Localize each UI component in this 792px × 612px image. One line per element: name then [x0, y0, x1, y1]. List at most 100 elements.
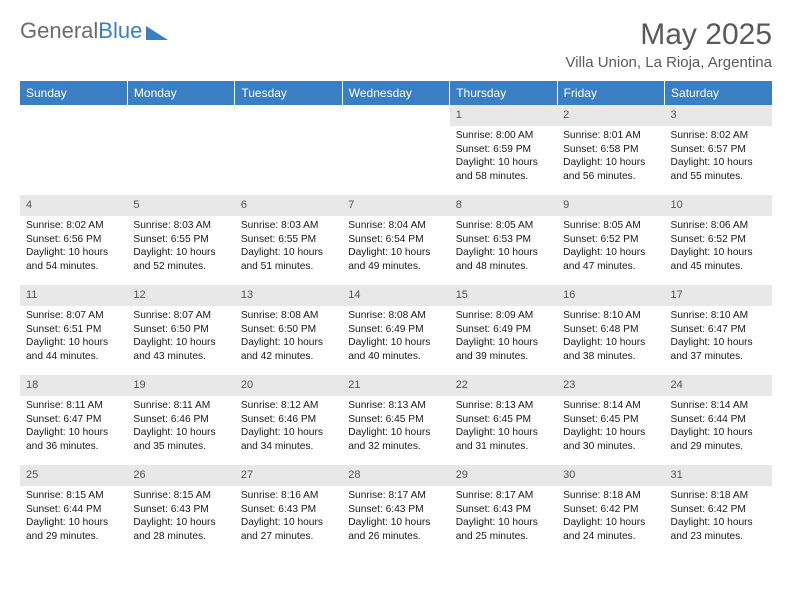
- weekday-header: Tuesday: [235, 81, 342, 105]
- day-content: Sunrise: 8:06 AMSunset: 6:52 PMDaylight:…: [665, 216, 772, 280]
- calendar-cell: 4Sunrise: 8:02 AMSunset: 6:56 PMDaylight…: [20, 195, 127, 285]
- day-content: Sunrise: 8:17 AMSunset: 6:43 PMDaylight:…: [342, 486, 449, 550]
- daylight-line: Daylight: 10 hours and 47 minutes.: [563, 246, 658, 274]
- daylight-line: Daylight: 10 hours and 24 minutes.: [563, 516, 658, 544]
- day-content: Sunrise: 8:09 AMSunset: 6:49 PMDaylight:…: [450, 306, 557, 370]
- daylight-line: Daylight: 10 hours and 39 minutes.: [456, 336, 551, 364]
- sunrise-line: Sunrise: 8:07 AM: [26, 309, 121, 323]
- day-content: Sunrise: 8:12 AMSunset: 6:46 PMDaylight:…: [235, 396, 342, 460]
- day-number: 6: [235, 195, 342, 216]
- title-block: May 2025 Villa Union, La Rioja, Argentin…: [565, 18, 772, 71]
- sunset-line: Sunset: 6:48 PM: [563, 323, 658, 337]
- sunrise-line: Sunrise: 8:07 AM: [133, 309, 228, 323]
- daylight-line: Daylight: 10 hours and 51 minutes.: [241, 246, 336, 274]
- daylight-line: Daylight: 10 hours and 42 minutes.: [241, 336, 336, 364]
- sunset-line: Sunset: 6:46 PM: [241, 413, 336, 427]
- daylight-line: Daylight: 10 hours and 56 minutes.: [563, 156, 658, 184]
- calendar-cell: 28Sunrise: 8:17 AMSunset: 6:43 PMDayligh…: [342, 465, 449, 555]
- day-content: Sunrise: 8:05 AMSunset: 6:52 PMDaylight:…: [557, 216, 664, 280]
- sunrise-line: Sunrise: 8:08 AM: [348, 309, 443, 323]
- calendar-row: 11Sunrise: 8:07 AMSunset: 6:51 PMDayligh…: [20, 285, 772, 375]
- day-content: Sunrise: 8:05 AMSunset: 6:53 PMDaylight:…: [450, 216, 557, 280]
- sunrise-line: Sunrise: 8:05 AM: [456, 219, 551, 233]
- calendar-cell: 27Sunrise: 8:16 AMSunset: 6:43 PMDayligh…: [235, 465, 342, 555]
- sunrise-line: Sunrise: 8:06 AM: [671, 219, 766, 233]
- daylight-line: Daylight: 10 hours and 43 minutes.: [133, 336, 228, 364]
- calendar-cell: 7Sunrise: 8:04 AMSunset: 6:54 PMDaylight…: [342, 195, 449, 285]
- sunrise-line: Sunrise: 8:00 AM: [456, 129, 551, 143]
- day-content: Sunrise: 8:18 AMSunset: 6:42 PMDaylight:…: [557, 486, 664, 550]
- day-number: 23: [557, 375, 664, 396]
- day-number: 2: [557, 105, 664, 126]
- daylight-line: Daylight: 10 hours and 28 minutes.: [133, 516, 228, 544]
- daylight-line: Daylight: 10 hours and 29 minutes.: [671, 426, 766, 454]
- day-content: Sunrise: 8:03 AMSunset: 6:55 PMDaylight:…: [235, 216, 342, 280]
- sunset-line: Sunset: 6:59 PM: [456, 143, 551, 157]
- day-number: 21: [342, 375, 449, 396]
- sunrise-line: Sunrise: 8:11 AM: [133, 399, 228, 413]
- sunrise-line: Sunrise: 8:15 AM: [26, 489, 121, 503]
- day-content: Sunrise: 8:07 AMSunset: 6:50 PMDaylight:…: [127, 306, 234, 370]
- sunset-line: Sunset: 6:52 PM: [671, 233, 766, 247]
- calendar-cell: 1Sunrise: 8:00 AMSunset: 6:59 PMDaylight…: [450, 105, 557, 195]
- day-number: 15: [450, 285, 557, 306]
- day-content: Sunrise: 8:14 AMSunset: 6:44 PMDaylight:…: [665, 396, 772, 460]
- sunset-line: Sunset: 6:52 PM: [563, 233, 658, 247]
- day-content: Sunrise: 8:02 AMSunset: 6:57 PMDaylight:…: [665, 126, 772, 190]
- weekday-header: Wednesday: [342, 81, 449, 105]
- daylight-line: Daylight: 10 hours and 30 minutes.: [563, 426, 658, 454]
- sunset-line: Sunset: 6:50 PM: [133, 323, 228, 337]
- day-number: 22: [450, 375, 557, 396]
- daylight-line: Daylight: 10 hours and 36 minutes.: [26, 426, 121, 454]
- sunrise-line: Sunrise: 8:17 AM: [456, 489, 551, 503]
- calendar-cell: 17Sunrise: 8:10 AMSunset: 6:47 PMDayligh…: [665, 285, 772, 375]
- daylight-line: Daylight: 10 hours and 31 minutes.: [456, 426, 551, 454]
- day-content: Sunrise: 8:13 AMSunset: 6:45 PMDaylight:…: [342, 396, 449, 460]
- sunrise-line: Sunrise: 8:17 AM: [348, 489, 443, 503]
- day-content: Sunrise: 8:13 AMSunset: 6:45 PMDaylight:…: [450, 396, 557, 460]
- sunset-line: Sunset: 6:50 PM: [241, 323, 336, 337]
- weekday-header: Friday: [557, 81, 664, 105]
- calendar-cell: 20Sunrise: 8:12 AMSunset: 6:46 PMDayligh…: [235, 375, 342, 465]
- weekday-header: Thursday: [450, 81, 557, 105]
- calendar-row: 25Sunrise: 8:15 AMSunset: 6:44 PMDayligh…: [20, 465, 772, 555]
- daylight-line: Daylight: 10 hours and 54 minutes.: [26, 246, 121, 274]
- weekday-header: Sunday: [20, 81, 127, 105]
- sunset-line: Sunset: 6:43 PM: [133, 503, 228, 517]
- day-number: 4: [20, 195, 127, 216]
- day-number: 5: [127, 195, 234, 216]
- day-number: 20: [235, 375, 342, 396]
- sunrise-line: Sunrise: 8:11 AM: [26, 399, 121, 413]
- day-content: Sunrise: 8:15 AMSunset: 6:43 PMDaylight:…: [127, 486, 234, 550]
- sunset-line: Sunset: 6:44 PM: [671, 413, 766, 427]
- calendar-body: 1 Sunrise: 8:00 AMSunset: 6:59 PM Daylight…: [20, 105, 772, 555]
- day-number: 31: [665, 465, 772, 486]
- day-number: 7: [342, 195, 449, 216]
- weekday-header: Monday: [127, 81, 234, 105]
- calendar-cell: 13Sunrise: 8:08 AMSunset: 6:50 PMDayligh…: [235, 285, 342, 375]
- calendar-head: SundayMondayTuesdayWednesdayThursdayFrid…: [20, 81, 772, 105]
- calendar-row: 4Sunrise: 8:02 AMSunset: 6:56 PMDaylight…: [20, 195, 772, 285]
- day-number: 10: [665, 195, 772, 216]
- sunset-line: Sunset: 6:57 PM: [671, 143, 766, 157]
- calendar-table: SundayMondayTuesdayWednesdayThursdayFrid…: [20, 81, 772, 555]
- day-number: 25: [20, 465, 127, 486]
- day-content: Sunrise: 8:04 AMSunset: 6:54 PMDaylight:…: [342, 216, 449, 280]
- logo-text-gray: General: [20, 18, 98, 43]
- day-number: 28: [342, 465, 449, 486]
- day-content: Sunrise: 8:01 AMSunset: 6:58 PMDaylight:…: [557, 126, 664, 190]
- day-number: 16: [557, 285, 664, 306]
- day-content: Sunrise: 8:02 AMSunset: 6:56 PMDaylight:…: [20, 216, 127, 280]
- sunrise-line: Sunrise: 8:13 AM: [456, 399, 551, 413]
- day-content: Sunrise: 8:15 AMSunset: 6:44 PMDaylight:…: [20, 486, 127, 550]
- day-number: 1: [450, 105, 557, 126]
- calendar-row: 1 Sunrise: 8:00 AMSunset: 6:59 PM Daylight…: [20, 105, 772, 195]
- calendar-cell: 24Sunrise: 8:14 AMSunset: 6:44 PMDayligh…: [665, 375, 772, 465]
- daylight-line: Daylight: 10 hours and 32 minutes.: [348, 426, 443, 454]
- sunrise-line: Sunrise: 8:10 AM: [671, 309, 766, 323]
- calendar-cell-empty: [127, 105, 234, 195]
- calendar-cell: 25Sunrise: 8:15 AMSunset: 6:44 PMDayligh…: [20, 465, 127, 555]
- daylight-line: Daylight: 10 hours and 25 minutes.: [456, 516, 551, 544]
- sunrise-line: Sunrise: 8:09 AM: [456, 309, 551, 323]
- sunset-line: Sunset: 6:43 PM: [456, 503, 551, 517]
